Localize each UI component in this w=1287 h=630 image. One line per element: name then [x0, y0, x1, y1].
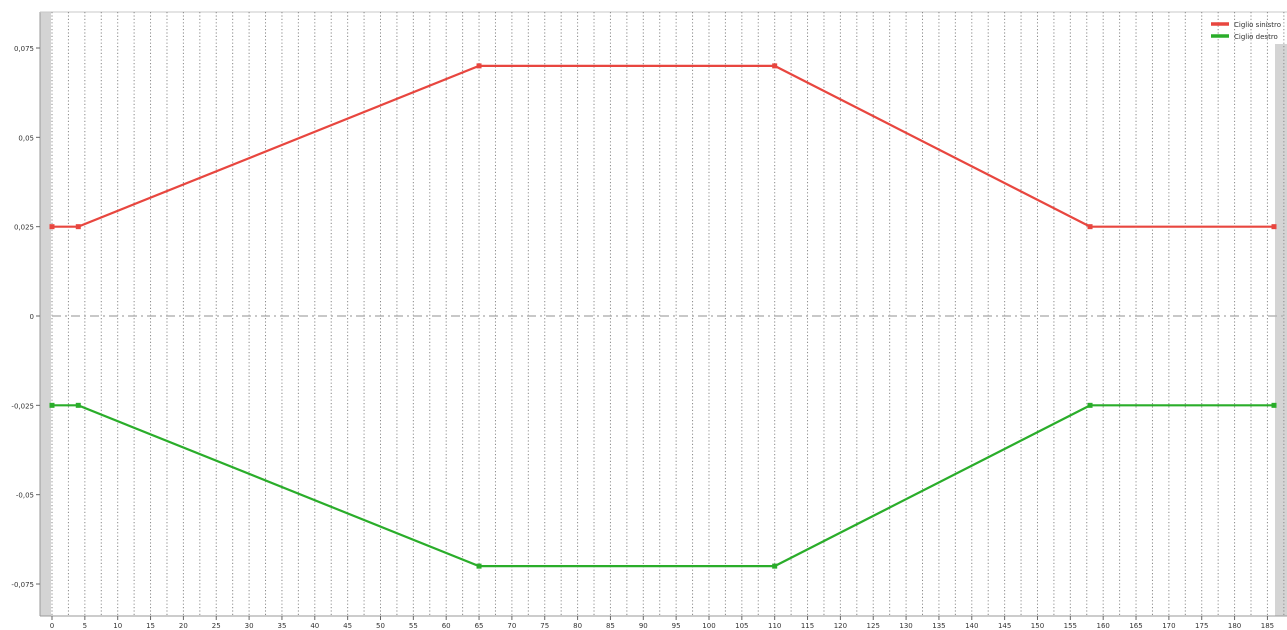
data-point: [75, 224, 81, 230]
y-tick-label: 0,075: [14, 45, 34, 53]
x-tick-label: 180: [1228, 622, 1241, 630]
x-tick-label: 125: [867, 622, 880, 630]
x-tick-label: 175: [1195, 622, 1208, 630]
y-ticks: -0,075 -0,05 -0,025 0 0,025 0,05 0,075: [11, 45, 40, 589]
x-tick-label: 110: [768, 622, 781, 630]
x-tick-label: 5: [83, 622, 87, 630]
data-point: [49, 402, 55, 408]
x-tick-label: 35: [277, 622, 286, 630]
x-ticks: 0 5 10 15 20 25 30 35 40 45 50 55 60 65 70 75 80 85 90 95 10…: [50, 616, 1274, 630]
x-tick-label: 100: [702, 622, 715, 630]
x-tick-label: 170: [1162, 622, 1175, 630]
x-tick-label: 40: [310, 622, 319, 630]
x-tick-label: 30: [245, 622, 254, 630]
x-tick-label: 140: [965, 622, 978, 630]
y-tick-label: 0,025: [14, 224, 34, 232]
data-point: [75, 402, 81, 408]
grid-lines: [51, 12, 1285, 616]
legend: Ciglio sinistro Ciglio destro: [1211, 21, 1281, 41]
x-tick-label: 155: [1064, 622, 1077, 630]
x-tick-label: 90: [639, 622, 648, 630]
x-tick-label: 115: [801, 622, 814, 630]
x-tick-label: 85: [606, 622, 615, 630]
y-tick-label: 0: [30, 313, 34, 321]
data-point: [1271, 402, 1277, 408]
x-tick-label: 45: [343, 622, 352, 630]
x-tick-label: 165: [1129, 622, 1142, 630]
left-scroll-strip[interactable]: [40, 12, 51, 616]
x-tick-label: 160: [1096, 622, 1109, 630]
x-tick-label: 70: [507, 622, 516, 630]
x-tick-label: 105: [735, 622, 748, 630]
legend-label: Ciglio sinistro: [1234, 21, 1281, 29]
data-point: [476, 63, 482, 69]
y-tick-label: -0,075: [11, 581, 34, 589]
x-tick-label: 75: [540, 622, 549, 630]
data-point: [1087, 224, 1093, 230]
x-tick-label: 10: [113, 622, 122, 630]
x-tick-label: 65: [475, 622, 484, 630]
series-line-ciglio-destro: [52, 404, 1274, 568]
data-point: [1271, 224, 1277, 230]
x-tick-label: 50: [376, 622, 385, 630]
x-tick-label: 15: [146, 622, 155, 630]
x-tick-label: 130: [899, 622, 912, 630]
y-tick-label: -0,025: [11, 402, 34, 410]
y-tick-label: 0,05: [18, 134, 34, 142]
x-tick-label: 185: [1261, 622, 1274, 630]
data-point: [49, 224, 55, 230]
data-point: [772, 563, 778, 569]
legend-label: Ciglio destro: [1234, 33, 1278, 41]
x-tick-label: 80: [573, 622, 582, 630]
x-tick-label: 55: [409, 622, 418, 630]
x-tick-label: 25: [212, 622, 221, 630]
right-scroll-strip[interactable]: [1275, 44, 1287, 616]
data-point: [1087, 402, 1093, 408]
x-tick-label: 0: [50, 622, 54, 630]
x-tick-label: 60: [442, 622, 451, 630]
series-group: [49, 63, 1277, 569]
x-tick-label: 135: [932, 622, 945, 630]
data-point: [772, 63, 778, 69]
x-tick-label: 120: [834, 622, 847, 630]
y-tick-label: -0,05: [16, 492, 34, 500]
x-tick-label: 20: [179, 622, 188, 630]
x-tick-label: 145: [998, 622, 1011, 630]
x-tick-label: 150: [1031, 622, 1044, 630]
data-point: [476, 563, 482, 569]
x-tick-label: 95: [672, 622, 681, 630]
series-line-ciglio-sinistro: [52, 64, 1274, 228]
